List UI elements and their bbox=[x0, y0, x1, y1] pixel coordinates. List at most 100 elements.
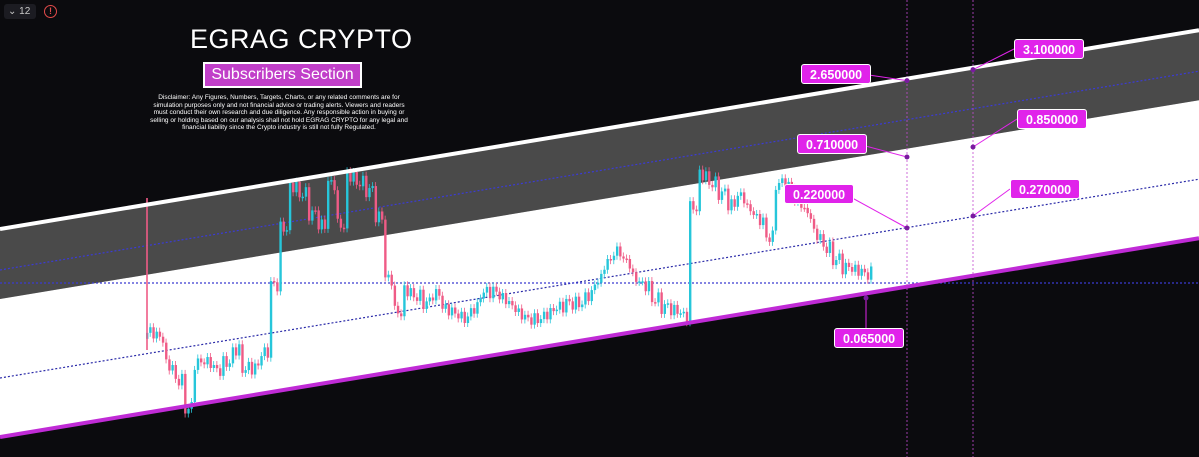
candle-body bbox=[279, 221, 282, 292]
label-lower-mid-a: 0.220000 bbox=[784, 184, 855, 204]
connector-upper-mid-b-dot bbox=[970, 144, 976, 150]
lower-channel-line bbox=[0, 236, 1199, 439]
candle-body bbox=[568, 298, 571, 302]
candle-body bbox=[517, 308, 520, 313]
channel-lines bbox=[0, 28, 1199, 439]
candle-body bbox=[819, 234, 822, 240]
candle-body bbox=[479, 298, 482, 303]
candle-body bbox=[835, 260, 838, 266]
label-lower-line: 0.065000 bbox=[834, 328, 905, 348]
candle-body bbox=[612, 255, 616, 261]
candle-body bbox=[647, 281, 651, 292]
candle-body bbox=[301, 196, 304, 199]
candle-body bbox=[339, 218, 343, 228]
upper-grey-band bbox=[0, 30, 1199, 299]
candle-body bbox=[828, 241, 832, 253]
candle-body bbox=[711, 184, 714, 188]
candle-body bbox=[209, 357, 212, 368]
candle-body bbox=[504, 293, 508, 305]
candle-body bbox=[676, 304, 679, 314]
connector-upper-line-b bbox=[972, 48, 1015, 71]
candle-body bbox=[584, 292, 587, 305]
candle-body bbox=[730, 199, 733, 211]
candle-body bbox=[555, 309, 559, 312]
candle-body bbox=[561, 301, 565, 313]
candle-body bbox=[177, 378, 181, 386]
candle-body bbox=[762, 217, 765, 226]
candle-body bbox=[615, 246, 619, 256]
candle-body bbox=[704, 171, 708, 181]
candle-body bbox=[250, 361, 254, 375]
candle-body bbox=[520, 308, 524, 320]
candle-body bbox=[733, 199, 736, 207]
candle-body bbox=[727, 188, 730, 211]
candle-body bbox=[415, 297, 419, 301]
candle-body bbox=[152, 327, 155, 339]
annotation-connectors bbox=[844, 48, 1018, 328]
candle-body bbox=[866, 272, 870, 280]
candle-body bbox=[806, 207, 809, 214]
candle-body bbox=[374, 186, 378, 223]
candle-body bbox=[673, 304, 676, 316]
candle-body bbox=[863, 268, 867, 273]
candle-body bbox=[476, 302, 479, 314]
candle-body bbox=[298, 181, 301, 198]
candle-body bbox=[406, 285, 409, 297]
candle-body bbox=[689, 201, 692, 323]
candle-body bbox=[508, 301, 511, 305]
lower-mid-dotted-line bbox=[0, 178, 1199, 379]
candle-body bbox=[631, 268, 635, 273]
alert-button[interactable]: ! bbox=[43, 4, 58, 19]
candle-body bbox=[327, 180, 330, 229]
candle-body bbox=[253, 363, 257, 375]
candle-body bbox=[831, 241, 835, 266]
candle-body bbox=[241, 344, 244, 373]
candle-body bbox=[606, 259, 609, 270]
candle-body bbox=[850, 266, 854, 272]
candle-body bbox=[180, 373, 184, 386]
candle-body bbox=[158, 331, 162, 337]
candle-body bbox=[565, 298, 568, 313]
label-upper-line-b: 3.100000 bbox=[1014, 39, 1085, 59]
candle-body bbox=[228, 363, 231, 367]
candle-body bbox=[650, 281, 654, 303]
candle-body bbox=[285, 230, 289, 232]
candle-body bbox=[184, 373, 187, 414]
interval-button[interactable]: ⌄ 12 bbox=[4, 4, 36, 19]
candle-body bbox=[263, 347, 266, 357]
candle-body bbox=[501, 293, 505, 300]
candle-body bbox=[317, 210, 320, 230]
candle-body bbox=[320, 219, 324, 230]
candle-body bbox=[346, 171, 349, 229]
candle-body bbox=[431, 297, 435, 301]
candle-body bbox=[654, 302, 657, 304]
candle-body bbox=[533, 313, 536, 325]
candle-body bbox=[193, 369, 197, 403]
candle-body bbox=[777, 182, 781, 190]
candle-body bbox=[635, 272, 638, 282]
candle-body bbox=[708, 171, 711, 185]
candle-body bbox=[358, 184, 362, 187]
label-upper-line-a: 2.650000 bbox=[801, 64, 872, 84]
candle-body bbox=[514, 305, 517, 313]
candle-body bbox=[587, 292, 590, 302]
candle-body bbox=[809, 213, 813, 219]
candle-body bbox=[234, 347, 238, 356]
candle-body bbox=[600, 273, 603, 283]
candle-body bbox=[384, 219, 387, 278]
candle-body bbox=[857, 264, 860, 276]
candle-body bbox=[419, 289, 422, 301]
candle-body bbox=[473, 308, 476, 314]
candle-body bbox=[625, 258, 628, 261]
candle-body bbox=[361, 175, 365, 187]
candle-body bbox=[165, 342, 168, 360]
candle-body bbox=[628, 258, 632, 269]
candle-body bbox=[288, 182, 292, 231]
candle-body bbox=[292, 182, 295, 193]
candle-body bbox=[377, 211, 381, 223]
candle-body bbox=[590, 290, 593, 302]
candle-body bbox=[444, 304, 447, 309]
candle-body bbox=[816, 228, 819, 240]
candle-body bbox=[841, 253, 844, 275]
